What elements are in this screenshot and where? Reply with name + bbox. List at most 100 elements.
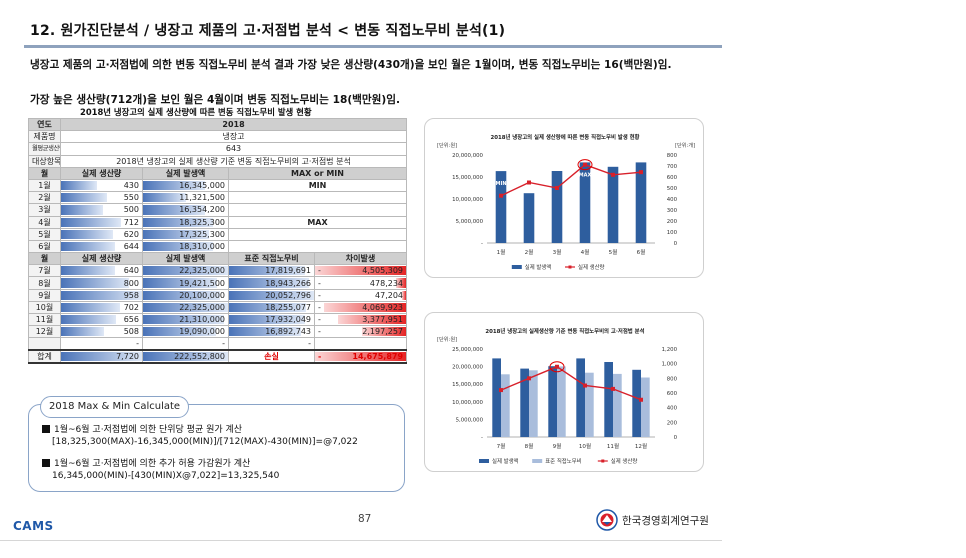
row-month: 11월	[28, 312, 61, 327]
legend-marker	[601, 459, 605, 463]
row-cost: 22,325,000	[179, 266, 225, 276]
row-qty: 550	[123, 193, 139, 203]
line-point-10월	[583, 383, 587, 388]
org-emblem-icon	[596, 509, 618, 531]
info-row-avg: 월평균생산량 643	[28, 142, 408, 156]
calc-box	[28, 404, 405, 492]
blank-qty: -	[60, 337, 143, 351]
row-month: 6월	[28, 239, 61, 254]
col-month: 월	[28, 252, 61, 266]
line-point-2월	[527, 180, 531, 185]
right-tick-label: 200	[667, 420, 678, 426]
col-qty: 실제 생산량	[60, 166, 143, 180]
row-cost: 21,310,000	[179, 315, 225, 325]
left-tick-label: -	[481, 241, 483, 247]
row-month: 2월	[28, 191, 61, 205]
row-qty: 958	[123, 290, 139, 300]
bar-6월	[635, 162, 647, 243]
row-month: 4월	[28, 215, 61, 229]
row-std: 16,892,743	[265, 327, 311, 337]
table-total-row: 합계 7,720 222,552,800 손실 - 14,675,879	[28, 349, 408, 365]
row-cost: 17,325,300	[179, 229, 225, 239]
col-std: 표준 직접노무비	[228, 252, 315, 266]
info-label: 대상항목	[28, 154, 61, 168]
background-gap	[722, 0, 966, 558]
calc-title: 2018 Max & Min Calculate	[40, 396, 190, 418]
row-sign: -	[318, 327, 321, 337]
line-point-8월	[527, 376, 531, 381]
total-diff: 14,675,879	[352, 352, 404, 362]
row-month: 5월	[28, 227, 61, 241]
x-tick-label: 11월	[607, 442, 619, 450]
square-bullet-icon	[42, 425, 50, 433]
col-qty: 실제 생산량	[60, 252, 143, 266]
x-tick-label: 5월	[609, 248, 618, 256]
row-diff: 2,197,257	[362, 327, 404, 337]
row-qty: 644	[123, 241, 139, 251]
table-row: 12월 508 19,090,000 16,892,743- 2,197,257	[28, 325, 408, 339]
table-header-row: 월 실제 생산량 실제 발생액 MAX or MIN	[28, 166, 408, 180]
table-row: 6월 644 18,310,000	[28, 239, 408, 254]
row-qty: 656	[123, 315, 139, 325]
x-tick-label: 2월	[525, 248, 534, 256]
bar-12월	[641, 377, 650, 437]
series-line	[500, 163, 642, 197]
info-label: 연도	[28, 117, 61, 132]
info-value: 643	[59, 142, 408, 156]
right-axis-unit: [단위:개]	[675, 141, 695, 149]
row-sign: -	[318, 278, 321, 288]
right-tick-label: 0	[674, 241, 678, 247]
page-number: 87	[358, 513, 372, 525]
bar-12월	[632, 369, 641, 437]
table-row: 11월 656 21,310,000 17,932,049- 3,377,951	[28, 312, 408, 327]
calc-item-1: 1월~6월 고·저점법에 의한 단위당 평균 원가 계산 [18,325,300…	[42, 424, 402, 448]
row-cost: 16,354,200	[179, 205, 225, 215]
row-sign: -	[318, 266, 321, 276]
line-point-4월	[583, 162, 587, 167]
row-std: 18,943,266	[265, 278, 311, 288]
bar-11월	[604, 362, 613, 437]
table-caption: 2018년 냉장고의 실제 생산량에 따른 변동 직접노무비 발생 현황	[80, 107, 312, 117]
col-cost: 실제 발생액	[142, 252, 229, 266]
legend-swatch	[511, 265, 522, 269]
line-point-7월	[499, 388, 503, 393]
bar-7월	[492, 358, 501, 437]
total-loss: 손실	[228, 349, 315, 365]
right-tick-label: 200	[667, 219, 678, 225]
row-mark: MIN	[227, 178, 408, 193]
bar-9월	[557, 366, 566, 437]
info-value: 냉장고	[59, 130, 408, 144]
line-point-9월	[555, 364, 559, 369]
row-sign: -	[318, 302, 321, 312]
calc-item-1-formula: [18,325,300(MAX)-16,345,000(MIN)]/[712(M…	[52, 437, 358, 447]
info-label: 월평균생산량	[28, 142, 61, 156]
row-diff: 4,069,923	[362, 302, 404, 312]
legend-swatch	[532, 459, 543, 463]
bar-2월	[523, 193, 535, 243]
left-tick-label: 10,000,000	[452, 197, 483, 203]
row-cost: 18,325,300	[179, 217, 225, 227]
info-label: 제품명	[28, 130, 61, 144]
total-sign: -	[318, 352, 322, 362]
left-tick-label: 15,000,000	[452, 382, 483, 388]
x-tick-label: 12월	[635, 442, 647, 450]
line-point-6월	[639, 170, 643, 175]
bar-4월	[579, 162, 591, 243]
chart-1: 2018년 냉장고의 실제 생산량에 따른 변동 직접노무비 발생 현황 [단위:…	[437, 133, 695, 271]
labor-cost-table: 연도 2018 제품명 냉장고 월평균생산량 643 대상항목 2018년 냉장…	[28, 117, 408, 365]
right-tick-label: 1,000	[662, 362, 678, 368]
col-month: 월	[28, 166, 61, 180]
annotation-max: MAX	[579, 172, 592, 178]
x-tick-label: 4월	[581, 248, 590, 256]
calc-item-2-title: 1월~6월 고·저점법에 의한 추가 허용 가감원가 계산	[54, 459, 251, 469]
peak-highlight	[549, 361, 565, 373]
right-tick-label: 300	[667, 208, 678, 214]
chart-title: 2018년 냉장고의 실제생산량 기준 변동 직접노무비의 고·저점법 분석	[485, 327, 644, 335]
table-row: 8월 800 19,421,500 18,943,266- 478,234	[28, 276, 408, 290]
x-tick-label: 9월	[553, 442, 562, 450]
chart-panel-2: 2018년 냉장고의 실제생산량 기준 변동 직접노무비의 고·저점법 분석 [단…	[424, 312, 704, 472]
x-tick-label: 10월	[579, 442, 591, 450]
legend-marker	[568, 265, 572, 269]
row-qty: 712	[123, 217, 139, 227]
intro-text-line2: 가장 높은 생산량(712개)을 보인 월은 4월이며 변동 직접노무비는 18…	[30, 94, 401, 106]
